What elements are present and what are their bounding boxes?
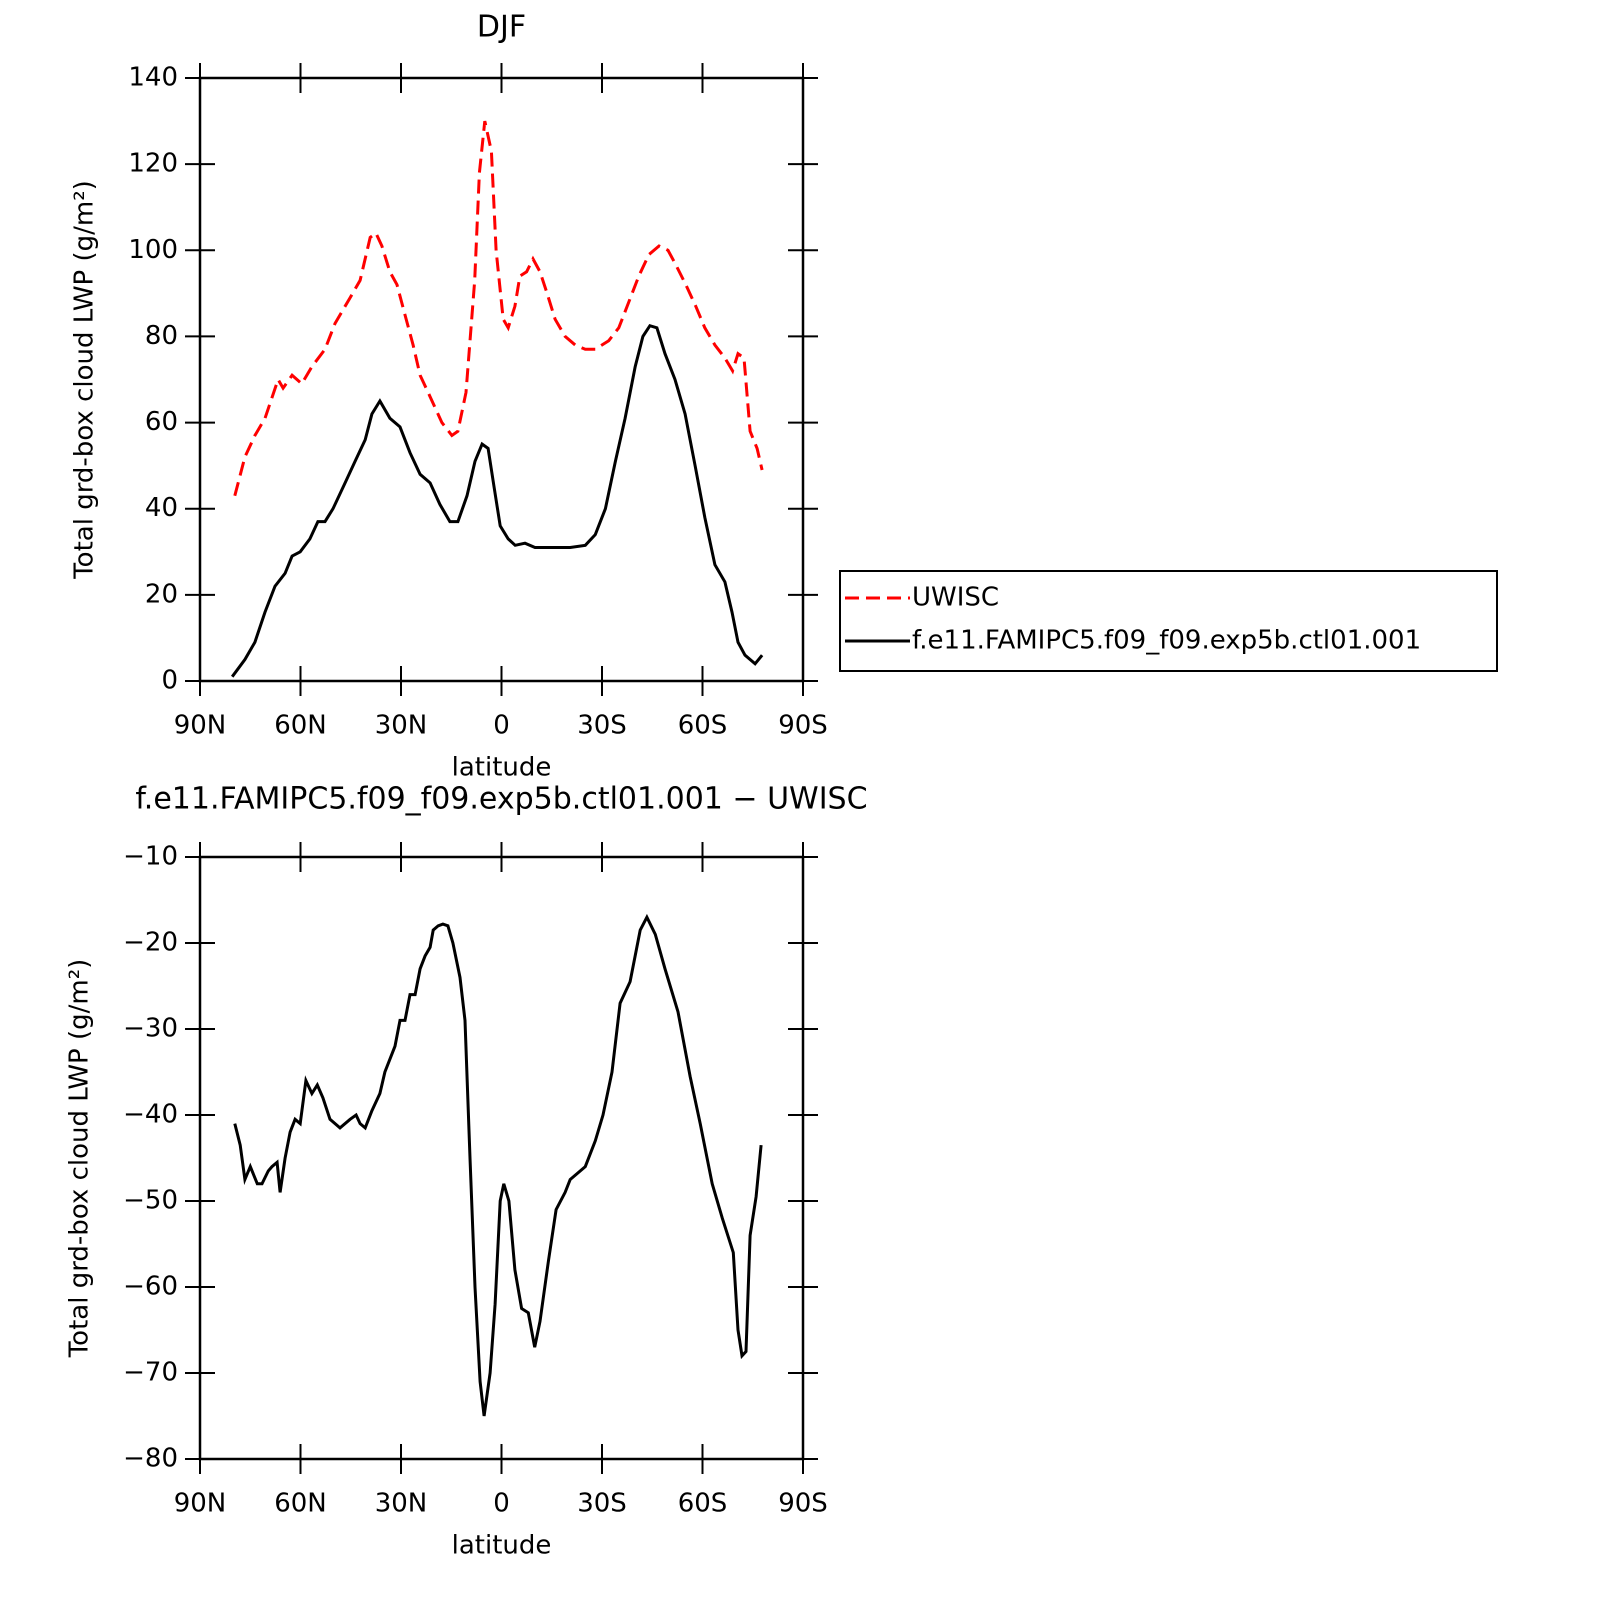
- x-tick-label: 90N: [174, 711, 227, 741]
- data-line: [230, 323, 764, 678]
- y-tick-label: −10: [123, 842, 178, 872]
- plot-frame: [198, 855, 805, 1461]
- y-tick-label: 80: [145, 321, 178, 351]
- legend-label: f.e11.FAMIPC5.f09_f09.exp5b.ctl01.001: [912, 626, 1421, 656]
- y-tick-label: 120: [128, 149, 178, 179]
- chart-title: DJF: [477, 10, 526, 45]
- x-tick-label: 30N: [375, 711, 428, 741]
- plot-frame: [198, 76, 805, 683]
- legend-label: UWISC: [912, 583, 999, 613]
- y-tick-label: 60: [145, 407, 178, 437]
- y-tick-label: −70: [123, 1358, 178, 1388]
- chart-title: f.e11.FAMIPC5.f09_f09.exp5b.ctl01.001 − …: [135, 782, 867, 817]
- x-axis-label: latitude: [452, 1531, 552, 1561]
- y-tick-label: 100: [128, 235, 178, 265]
- x-tick-label: 90S: [778, 1489, 828, 1519]
- x-tick-label: 60N: [274, 1489, 327, 1519]
- y-tick-label: −40: [123, 1100, 178, 1130]
- y-tick-label: −80: [123, 1444, 178, 1474]
- y-tick-label: −30: [123, 1014, 178, 1044]
- y-tick-label: 140: [128, 63, 178, 93]
- x-tick-label: 60S: [678, 1489, 728, 1519]
- x-axis-label: latitude: [452, 753, 552, 783]
- x-tick-label: 0: [493, 711, 510, 741]
- x-tick-label: 60S: [678, 711, 728, 741]
- x-tick-label: 90N: [174, 1489, 227, 1519]
- y-axis-label: Total grd-box cloud LWP (g/m²): [70, 180, 100, 580]
- y-tick-label: −20: [123, 928, 178, 958]
- y-tick-label: 20: [145, 579, 178, 609]
- data-line: [233, 913, 763, 1417]
- x-tick-label: 30S: [577, 1489, 627, 1519]
- x-tick-label: 30S: [577, 711, 627, 741]
- x-tick-label: 30N: [375, 1489, 428, 1519]
- x-tick-label: 60N: [274, 711, 327, 741]
- y-tick-label: −50: [123, 1186, 178, 1216]
- y-axis-label: Total grd-box cloud LWP (g/m²): [65, 959, 95, 1359]
- x-tick-label: 90S: [778, 711, 828, 741]
- x-tick-label: 0: [493, 1489, 510, 1519]
- data-line: [233, 120, 764, 497]
- y-tick-label: 0: [161, 666, 178, 696]
- legend: UWISC f.e11.FAMIPC5.f09_f09.exp5b.ctl01.0…: [839, 570, 1498, 672]
- y-tick-label: −60: [123, 1272, 178, 1302]
- legend-box: [839, 570, 1498, 672]
- y-tick-label: 40: [145, 493, 178, 523]
